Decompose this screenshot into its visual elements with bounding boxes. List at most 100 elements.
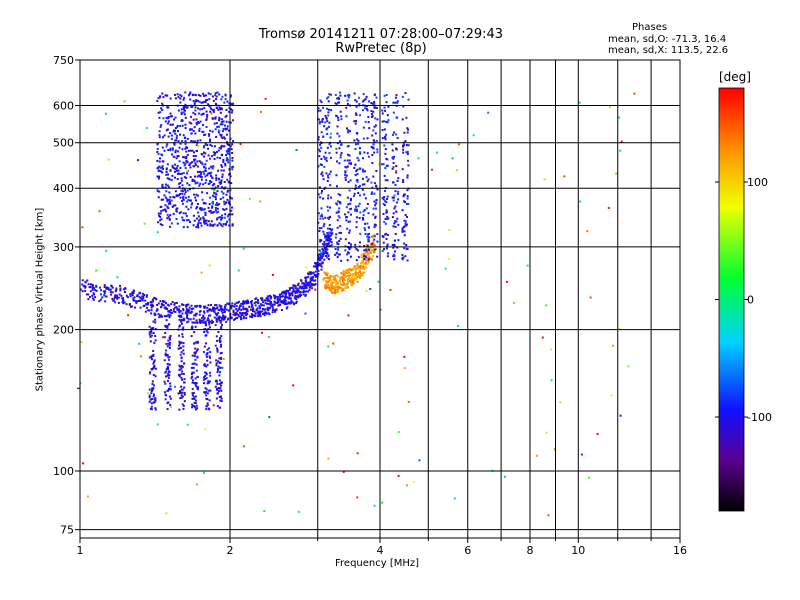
data-point xyxy=(206,192,209,195)
data-point xyxy=(149,340,152,343)
data-point xyxy=(329,216,332,219)
data-point xyxy=(197,211,200,214)
data-point xyxy=(289,297,292,300)
data-point xyxy=(185,215,188,218)
data-point xyxy=(174,204,177,207)
data-point xyxy=(405,116,408,119)
data-point xyxy=(185,146,188,149)
data-point xyxy=(269,294,272,297)
data-point xyxy=(208,323,211,326)
data-point xyxy=(264,299,267,302)
data-point xyxy=(293,297,296,300)
data-point xyxy=(386,179,389,182)
data-point xyxy=(181,124,184,127)
data-point xyxy=(159,223,162,226)
data-point xyxy=(110,285,113,288)
data-point xyxy=(349,202,352,205)
data-point xyxy=(344,249,347,252)
data-point xyxy=(157,177,160,180)
data-point xyxy=(317,138,320,141)
y-axis-label: Stationary phase Virtual Height [km] xyxy=(34,207,46,392)
data-point xyxy=(192,391,195,394)
data-point xyxy=(194,196,197,199)
data-point xyxy=(171,148,174,151)
data-point xyxy=(338,147,341,150)
data-point xyxy=(320,101,323,104)
data-point xyxy=(226,318,229,321)
data-point xyxy=(333,290,336,293)
data-point xyxy=(208,355,211,358)
data-point xyxy=(387,252,390,255)
data-point xyxy=(358,194,361,197)
data-point xyxy=(208,309,211,312)
data-point xyxy=(223,203,226,206)
data-point xyxy=(457,325,460,328)
data-point xyxy=(395,94,398,97)
data-point xyxy=(327,194,330,197)
data-point xyxy=(381,137,384,140)
data-point xyxy=(336,281,339,284)
data-point xyxy=(384,152,387,155)
data-point xyxy=(217,108,220,111)
data-point xyxy=(298,287,301,290)
data-point xyxy=(321,189,324,192)
data-point xyxy=(220,146,223,149)
data-point xyxy=(318,155,321,158)
data-point xyxy=(305,280,308,283)
data-point xyxy=(172,310,175,313)
data-point xyxy=(162,136,165,139)
data-point xyxy=(214,151,217,154)
data-point xyxy=(209,303,212,306)
data-point xyxy=(387,105,390,108)
data-point xyxy=(195,319,198,322)
data-point xyxy=(272,303,275,306)
data-point xyxy=(384,167,387,170)
data-point xyxy=(281,291,284,294)
data-point xyxy=(285,292,288,295)
data-point xyxy=(206,319,209,322)
data-point xyxy=(319,215,322,218)
data-point xyxy=(220,181,223,184)
data-point xyxy=(303,283,306,286)
data-point xyxy=(153,401,156,404)
data-point xyxy=(192,224,195,227)
data-point xyxy=(403,200,406,203)
data-point xyxy=(363,271,366,274)
data-point xyxy=(328,277,331,280)
data-point xyxy=(184,167,187,170)
data-point xyxy=(179,93,182,96)
data-point xyxy=(385,158,388,161)
data-point xyxy=(176,222,179,225)
data-point xyxy=(151,303,154,306)
data-point xyxy=(221,318,224,321)
data-point xyxy=(195,100,198,103)
data-point xyxy=(337,119,340,122)
data-point xyxy=(374,132,377,135)
data-point xyxy=(200,224,203,227)
data-point xyxy=(230,304,233,307)
data-point xyxy=(367,248,370,251)
data-point xyxy=(367,178,370,181)
data-point xyxy=(356,138,359,141)
data-point xyxy=(88,286,91,289)
data-point xyxy=(154,318,157,321)
data-point xyxy=(182,326,185,329)
data-point xyxy=(344,178,347,181)
data-point xyxy=(204,211,207,214)
data-point xyxy=(343,270,346,273)
data-point xyxy=(250,315,253,318)
data-point xyxy=(344,170,347,173)
data-point xyxy=(172,130,175,133)
data-point xyxy=(166,217,169,220)
data-point xyxy=(204,152,207,155)
data-point xyxy=(328,93,331,96)
data-point xyxy=(178,340,181,343)
data-point xyxy=(403,234,406,237)
data-point xyxy=(219,198,222,201)
data-point xyxy=(205,342,208,345)
data-point xyxy=(361,109,364,112)
data-point xyxy=(169,132,172,135)
data-point xyxy=(208,399,211,402)
data-point xyxy=(326,205,329,208)
data-point xyxy=(175,169,178,172)
